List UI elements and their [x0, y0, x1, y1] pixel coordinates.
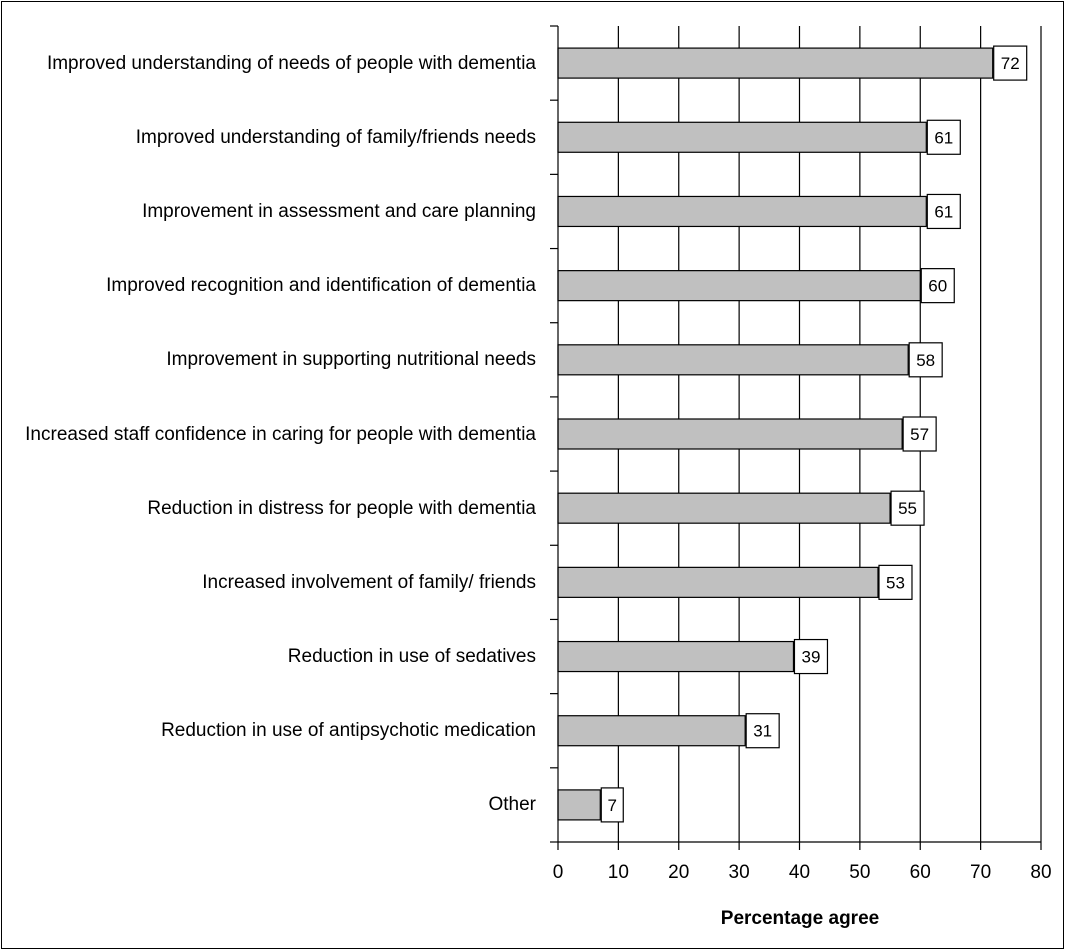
category-label: Improved recognition and identification … — [106, 275, 536, 297]
bar — [557, 195, 927, 228]
data-labels: 72 61 61 60 58 57 55 53 39 31 7 — [600, 45, 1028, 823]
category-label: Improved understanding of family/friends… — [135, 126, 536, 148]
bar — [557, 715, 746, 747]
data-label-box — [600, 787, 624, 823]
bar — [557, 121, 927, 153]
data-label-box — [793, 638, 829, 675]
data-label-box — [908, 342, 943, 378]
x-tick-label: 40 — [789, 862, 810, 883]
data-label: 61 — [934, 128, 953, 147]
data-label-box — [920, 268, 955, 304]
data-label-box — [926, 193, 961, 230]
bar — [557, 418, 903, 450]
data-label-box — [993, 45, 1028, 81]
x-tick-label: 70 — [970, 862, 991, 883]
x-tick-label: 0 — [553, 862, 564, 883]
bar — [557, 640, 795, 673]
data-label: 58 — [916, 351, 935, 370]
category-label: Reduction in use of antipsychotic medica… — [161, 720, 536, 742]
data-label: 39 — [802, 648, 821, 667]
category-label: Increased staff confidence in caring for… — [25, 423, 536, 445]
category-label: Reduction in distress for people with de… — [147, 497, 536, 519]
data-label-box — [745, 713, 780, 749]
data-label: 72 — [1001, 54, 1020, 73]
x-tick-label: 80 — [1030, 862, 1051, 883]
bar — [557, 344, 909, 376]
category-label: Improved understanding of needs of peopl… — [46, 52, 536, 74]
data-label-box — [878, 564, 913, 600]
data-label: 31 — [753, 722, 772, 741]
data-label: 7 — [608, 796, 617, 815]
x-tick-label: 10 — [608, 862, 629, 883]
data-label-box — [890, 490, 925, 526]
bars — [557, 47, 994, 821]
category-label: Improvement in supporting nutritional ne… — [166, 349, 536, 371]
x-axis-label: Percentage agree — [721, 908, 879, 929]
x-tick-label: 30 — [729, 862, 750, 883]
data-label: 60 — [928, 277, 947, 296]
data-label-box — [926, 119, 961, 155]
data-label: 57 — [910, 425, 929, 444]
data-label: 55 — [898, 499, 917, 518]
bar — [557, 270, 921, 302]
x-ticks: 0 10 20 30 40 50 60 70 80 — [553, 842, 1052, 883]
category-label: Increased involvement of family/ friends — [202, 571, 536, 593]
x-tick-label: 20 — [668, 862, 689, 883]
category-label: Other — [488, 794, 536, 816]
x-tick-label: 60 — [910, 862, 931, 883]
data-label-box — [902, 416, 937, 452]
category-label: Improvement in assessment and care plann… — [142, 200, 536, 222]
bar — [557, 789, 601, 821]
data-label: 53 — [886, 573, 905, 592]
category-label: Reduction in use of sedatives — [287, 646, 536, 668]
bar — [557, 492, 891, 524]
data-label: 61 — [934, 202, 953, 221]
bar — [557, 566, 879, 598]
bar — [557, 47, 994, 79]
x-tick-label: 50 — [849, 862, 870, 883]
